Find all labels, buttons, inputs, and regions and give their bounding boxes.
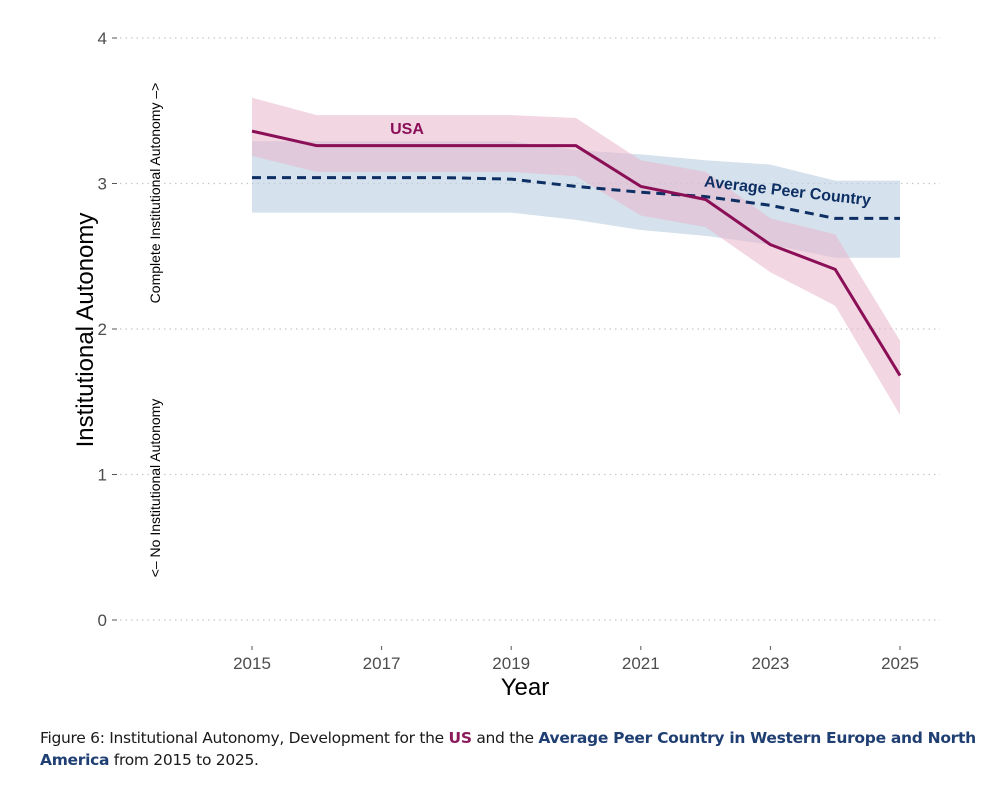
caption-us: US [448,729,472,747]
y-tick-label: 4 [98,29,107,48]
x-tick-label: 2015 [233,654,271,673]
usa-confidence-band [252,97,900,415]
x-axis: 2015 2017 2019 2021 2023 2025 [233,646,919,673]
peer-series-line [252,176,900,220]
confidence-bands [252,97,900,415]
x-tick-label: 2021 [622,654,660,673]
x-tick-label: 2025 [881,654,919,673]
caption-prefix: Figure 6: Institutional Autonomy, Develo… [40,729,449,747]
y-annotation-low: <– No Institutional Autonomy [147,399,163,578]
y-axis: 0 1 2 3 4 [98,29,117,630]
y-tick-label: 2 [98,320,107,339]
usa-series-label: USA [390,121,424,138]
caption-middle: and the [471,729,539,747]
caption-suffix: from 2015 to 2025. [109,751,259,769]
y-tick-label: 1 [98,466,107,485]
y-annotation-high: Complete Institutional Autonomy –> [147,83,163,304]
y-tick-label: 3 [98,175,107,194]
x-tick-label: 2019 [492,654,530,673]
x-tick-label: 2017 [363,654,401,673]
caption-peer: Average Peer Country in Western Europe a… [40,729,976,769]
x-tick-label: 2023 [751,654,789,673]
y-tick-label: 0 [98,611,107,630]
y-axis-title: Institutional Autonomy [72,213,99,448]
x-axis-title: Year [501,674,550,701]
figure-caption: Figure 6: Institutional Autonomy, Develo… [40,727,980,771]
series-lines [251,129,902,377]
usa-series-line [251,129,902,377]
